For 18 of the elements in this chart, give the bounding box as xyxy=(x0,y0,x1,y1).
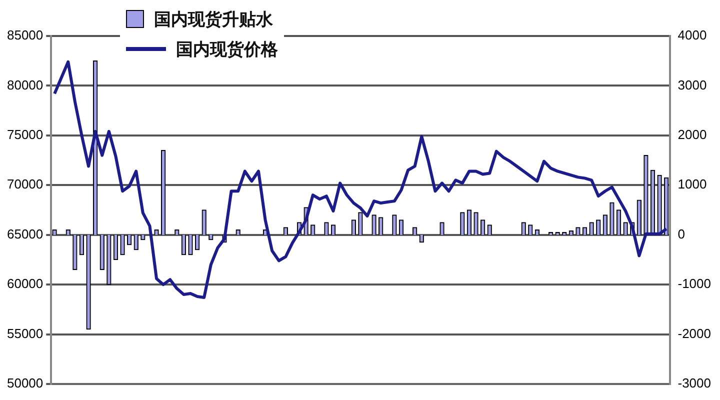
y2-tick-label: -3000 xyxy=(678,376,711,391)
y2-tick-label: 3000 xyxy=(678,77,707,92)
y2-tick-label: 0 xyxy=(678,226,685,242)
y-tick-label: 75000 xyxy=(6,127,44,142)
y-tick-label: 65000 xyxy=(6,226,44,242)
y2-tick-label: -1000 xyxy=(678,276,711,292)
y-tick-label: 60000 xyxy=(6,276,44,292)
y-tick-label: 80000 xyxy=(6,77,44,92)
legend-label: 国内现货价格 xyxy=(176,38,278,60)
y2-tick-label: 2000 xyxy=(678,127,707,142)
y-tick-label: 55000 xyxy=(6,326,44,341)
y2-tick-label: -2000 xyxy=(678,326,711,341)
y-tick-label: 50000 xyxy=(6,376,44,391)
y-tick-label: 85000 xyxy=(6,28,44,43)
y2-tick-label: 4000 xyxy=(678,28,707,43)
y2-tick-label: 1000 xyxy=(678,176,707,192)
y-tick-label: 70000 xyxy=(6,176,44,192)
legend-label: 国内现货升贴水 xyxy=(154,8,273,30)
